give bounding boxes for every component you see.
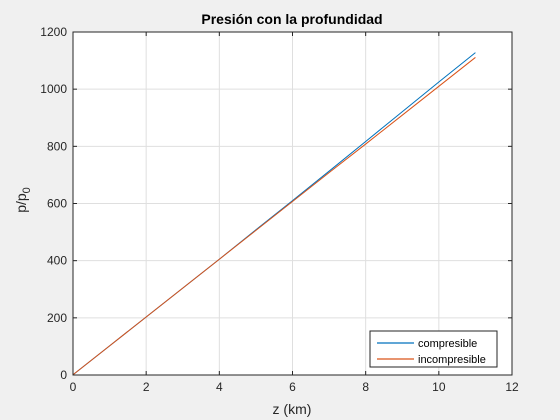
- y-tick-label: 800: [47, 139, 67, 153]
- series-lines: [72, 52, 476, 376]
- y-axis-label-subscript: 0: [21, 187, 33, 193]
- x-tick-label: 4: [216, 380, 223, 394]
- series-line-incompresible: [72, 57, 476, 376]
- ticks: 0 2 4 6 8 10 12 0 200 400 600 800 1000 1200: [40, 25, 519, 394]
- y-tick-label: 0: [60, 368, 67, 382]
- y-axis-label: p/p0: [13, 187, 33, 213]
- x-tick-label: 12: [505, 380, 519, 394]
- legend-label-compresible: compresible: [418, 338, 477, 350]
- legend-label-incompresible: incompresible: [418, 354, 486, 366]
- y-tick-label: 200: [47, 311, 67, 325]
- y-tick-label: 1200: [40, 25, 67, 39]
- x-tick-label: 10: [432, 380, 446, 394]
- y-tick-label: 1000: [40, 82, 67, 96]
- legend: compresible incompresible: [369, 330, 498, 368]
- x-tick-label: 2: [143, 380, 150, 394]
- x-tick-label: 0: [70, 380, 77, 394]
- y-axis-label-main: p/p: [13, 193, 29, 213]
- x-axis-label: z (km): [273, 401, 312, 417]
- y-tick-label: 600: [47, 197, 67, 211]
- chart-title: Presión con la profundidad: [201, 11, 382, 27]
- y-tick-label: 400: [47, 254, 67, 268]
- x-tick-label: 8: [362, 380, 369, 394]
- x-tick-label: 6: [289, 380, 296, 394]
- legend-box: [369, 330, 498, 368]
